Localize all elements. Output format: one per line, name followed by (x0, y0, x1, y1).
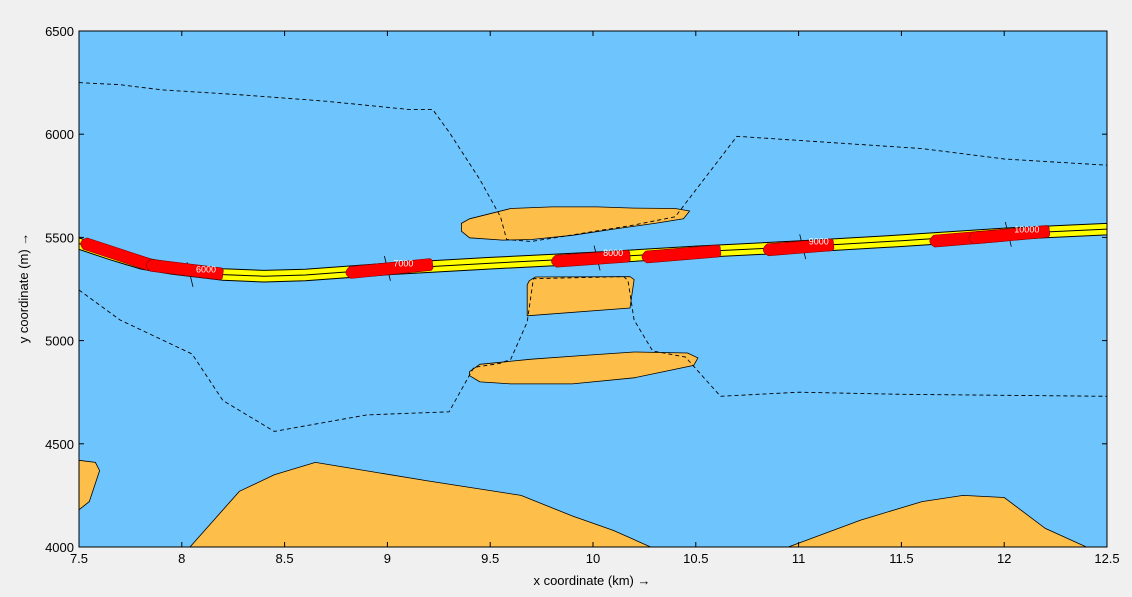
bank-south-main (189, 461, 651, 547)
chainage-label-9000: 9000 (809, 237, 829, 247)
y-tick-label: 5500 (45, 230, 74, 245)
ship-6 (763, 238, 835, 257)
island-north (460, 206, 691, 241)
x-tick-label: 9 (384, 551, 391, 566)
chainage-label-10000: 10000 (1014, 224, 1039, 234)
chainage-label-7000: 7000 (393, 258, 413, 268)
ship-3 (345, 258, 434, 279)
y-tick-label: 6500 (45, 24, 74, 39)
y-tick-label: 4000 (45, 540, 74, 555)
y-tick-label: 5000 (45, 334, 74, 349)
island-south (469, 351, 699, 385)
ship-2 (146, 258, 224, 281)
y-tick-label: 4500 (45, 437, 74, 452)
ship-5 (641, 244, 722, 264)
contour-south (79, 276, 1107, 432)
contour-north (79, 82, 1107, 242)
x-tick-label: 11.5 (889, 551, 913, 566)
x-tick-label: 12.5 (1094, 551, 1119, 566)
bank-south-left (79, 459, 101, 511)
x-tick-label: 10 (586, 551, 600, 566)
x-axis: 7.5 8 8.5 9 9.5 10 10.5 11 11.5 12 12.5 (70, 31, 1120, 566)
x-tick-label: 10.5 (683, 551, 708, 566)
y-tick-label: 6000 (45, 127, 74, 142)
ship-4 (551, 249, 631, 268)
plot-area: 6000 7000 8000 9000 10000 (79, 31, 1107, 547)
x-tick-label: 11 (792, 551, 806, 566)
island-middle (526, 276, 635, 317)
x-tick-label: 8.5 (276, 551, 294, 566)
chainage-label-8000: 8000 (603, 248, 623, 258)
ship-8 (968, 225, 1051, 245)
x-tick-label: 7.5 (70, 551, 88, 566)
x-tick-label: 9.5 (481, 551, 499, 566)
x-axis-label: x coordinate (km) → (533, 573, 650, 588)
y-axis-label: y coordinate (m) → (16, 233, 31, 344)
x-tick-label: 8 (178, 551, 185, 566)
axes-frame (78, 30, 1108, 548)
chainage-label-6000: 6000 (196, 265, 216, 275)
bank-south-right (788, 494, 1087, 547)
y-axis: 4000 4500 5000 5500 6000 6500 (45, 24, 1107, 555)
x-tick-label: 12 (997, 551, 1011, 566)
